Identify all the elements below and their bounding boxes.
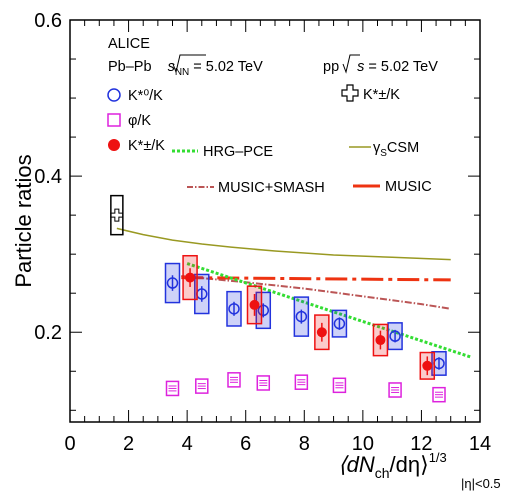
x-tick-label: 8 — [299, 433, 310, 455]
y-tick-label: 0.4 — [34, 166, 62, 188]
legend-pbpb-sqrt: s — [168, 59, 175, 75]
x-axis-title-range: |η|<0.5 — [461, 476, 501, 491]
x-tick-label: 2 — [123, 433, 134, 455]
kstar0-point — [295, 310, 308, 323]
x-axis-title: ⟨dNch/dη⟩1/3 — [338, 450, 447, 481]
legend-pp-kstarpm-label: K*±/K — [363, 87, 400, 103]
legend-pp-label: pp — [323, 59, 339, 75]
y-tick-label: 0.2 — [34, 322, 62, 344]
music-smash-curve — [181, 275, 451, 310]
legend-pbpb-label: Pb–Pb — [108, 59, 152, 75]
kstar0-sys-box — [226, 290, 242, 327]
legend-pp-kstarpm-marker — [341, 84, 359, 102]
y-tick-label: 0.6 — [34, 10, 62, 32]
x-tick-label: 10 — [352, 433, 374, 455]
x-tick-label: 0 — [64, 433, 75, 455]
kstarpm-sys-box — [372, 323, 389, 357]
legend-pbpb-nn: NN — [175, 67, 189, 78]
kstar0-sys-box — [194, 273, 210, 315]
x-tick-label: 12 — [410, 433, 432, 455]
kstar0-point — [228, 303, 240, 315]
kstarpm-point — [249, 299, 260, 310]
legend-hrg-label: HRG–PCE — [203, 144, 273, 160]
legend-pbpb: Pb–Pb sNN = 5.02 TeV — [108, 59, 263, 78]
legend-kstar0-label: K*⁰/K — [128, 88, 163, 104]
x-axis-title-mid: /dη⟩ — [390, 452, 429, 477]
phi-sys-box — [227, 372, 241, 388]
legend-pp-energy: = 5.02 TeV — [368, 59, 438, 75]
plot-frame — [69, 19, 481, 423]
kstar0-sys-box — [164, 262, 181, 304]
legend-kstarpm-label: K*±/K — [128, 138, 165, 154]
kstarpm-sys-box — [419, 351, 436, 380]
x-axis-title-sup: 1/3 — [429, 450, 447, 465]
legend-gsc-label: γSCSM — [373, 140, 419, 159]
legend-music-smash-label: MUSIC+SMASH — [218, 180, 325, 196]
legend-phi-marker — [107, 113, 121, 127]
x-tick-label: 6 — [240, 433, 251, 455]
legend-gsc-rest: CSM — [387, 140, 419, 156]
kstarpm-sys-box — [182, 254, 198, 301]
legend-gsc-gamma: γ — [373, 140, 381, 156]
phi-sys-box — [195, 378, 209, 394]
kstar0-point — [257, 304, 270, 317]
kstar0-sys-box — [293, 296, 310, 337]
x-axis-title-sub: ch — [375, 465, 390, 481]
phi-sys-box — [432, 386, 446, 403]
tick-labels: 0 2 4 6 8 10 12 14 0.2 0.4 0.6 — [34, 10, 491, 455]
y-axis-title: Particle ratios — [11, 154, 36, 287]
kstarpm-point — [422, 360, 433, 371]
x-tick-label: 14 — [469, 433, 491, 455]
pp-point — [110, 208, 124, 222]
legend-pbpb-energy: = 5.02 TeV — [193, 59, 263, 75]
legend-kstar0-marker — [107, 88, 121, 102]
model-curves — [116, 227, 472, 359]
legend-phi-label: φ/K — [128, 113, 151, 129]
kstarpm-sys-box — [246, 285, 263, 325]
kstar0-point — [389, 330, 401, 342]
axis-ticks — [69, 19, 481, 422]
legend-kstarpm-marker — [108, 139, 120, 151]
x-tick-label: 4 — [182, 433, 193, 455]
legend-pp-sqrt-sign — [342, 54, 360, 74]
legend-music-label: MUSIC — [385, 179, 432, 195]
phi-sys-box — [294, 374, 309, 390]
kstar0-point — [166, 277, 179, 289]
kstar0-sys-box — [255, 291, 272, 330]
gsc-csm-curve — [116, 227, 451, 261]
phi-sys-box — [388, 382, 402, 398]
phi-sys-box — [165, 380, 180, 397]
kstarpm-sys-box — [314, 314, 330, 351]
x-axis-title-main: ⟨dN — [338, 452, 375, 477]
legend-pp-sqrt: s — [357, 59, 364, 75]
legend-pp: pp s = 5.02 TeV — [323, 59, 438, 75]
kstar0-sys-box — [431, 350, 447, 376]
data-points — [110, 194, 447, 403]
phi-sys-box — [256, 375, 271, 391]
kstarpm-point — [185, 272, 196, 283]
phi-sys-box — [332, 377, 347, 394]
kstar0-point — [333, 317, 346, 330]
legend: ALICE Pb–Pb sNN = 5.02 TeV pp s = 5.02 TeV… — [107, 36, 438, 196]
plot-area — [69, 19, 481, 423]
legend-gsc-sub: S — [380, 148, 387, 159]
kstarpm-point — [375, 335, 386, 346]
kstar0-sys-box — [331, 309, 348, 338]
kstarpm-point — [316, 327, 327, 338]
legend-alice: ALICE — [108, 36, 150, 52]
legend-pbpb-sqrt-sign — [172, 54, 206, 74]
